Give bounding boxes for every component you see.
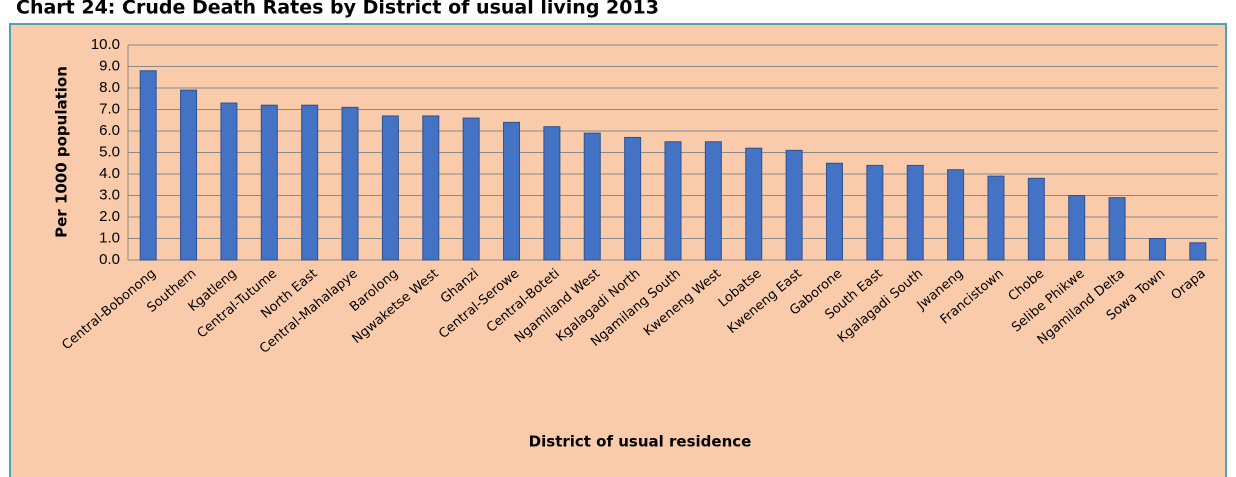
- y-axis-title: Per 1000 population: [53, 66, 71, 238]
- y-tick-label: 2.0: [99, 208, 120, 225]
- bar: [906, 164, 924, 261]
- y-tick-label: 10.0: [91, 36, 120, 53]
- bar: [745, 147, 763, 261]
- y-tick-label: 7.0: [99, 100, 120, 117]
- bar: [1027, 177, 1045, 261]
- y-tick-label: 6.0: [99, 122, 120, 139]
- bar: [987, 175, 1005, 261]
- chart-title: Chart 24: Crude Death Rates by District …: [16, 0, 659, 19]
- y-tick-label: 5.0: [99, 143, 120, 160]
- bar: [785, 149, 803, 261]
- bar: [1108, 197, 1126, 261]
- bar: [866, 164, 884, 261]
- x-axis-title: District of usual residence: [529, 433, 752, 451]
- bar: [462, 117, 480, 261]
- chart-background: [9, 23, 1227, 477]
- bar: [220, 102, 238, 261]
- y-tick-label: 1.0: [99, 229, 120, 246]
- bar: [583, 132, 601, 261]
- bar: [543, 126, 561, 261]
- bar: [503, 121, 521, 261]
- bar: [947, 169, 965, 261]
- bar: [341, 106, 359, 261]
- bar: [624, 136, 642, 261]
- y-tick-label: 3.0: [99, 186, 120, 203]
- y-tick-label: 4.0: [99, 165, 120, 182]
- bar: [704, 141, 722, 261]
- bar: [664, 141, 682, 261]
- y-tick-label: 9.0: [99, 57, 120, 74]
- bar: [139, 70, 157, 261]
- y-tick-label: 8.0: [99, 79, 120, 96]
- bar: [260, 104, 278, 261]
- bar: [1189, 242, 1207, 261]
- bar: [1068, 195, 1086, 261]
- bar: [381, 115, 399, 261]
- bar: [1148, 238, 1166, 261]
- bar: [301, 104, 319, 261]
- bar: [825, 162, 843, 261]
- bar: [422, 115, 440, 261]
- bar: [180, 89, 198, 261]
- y-tick-label: 0.0: [99, 251, 120, 268]
